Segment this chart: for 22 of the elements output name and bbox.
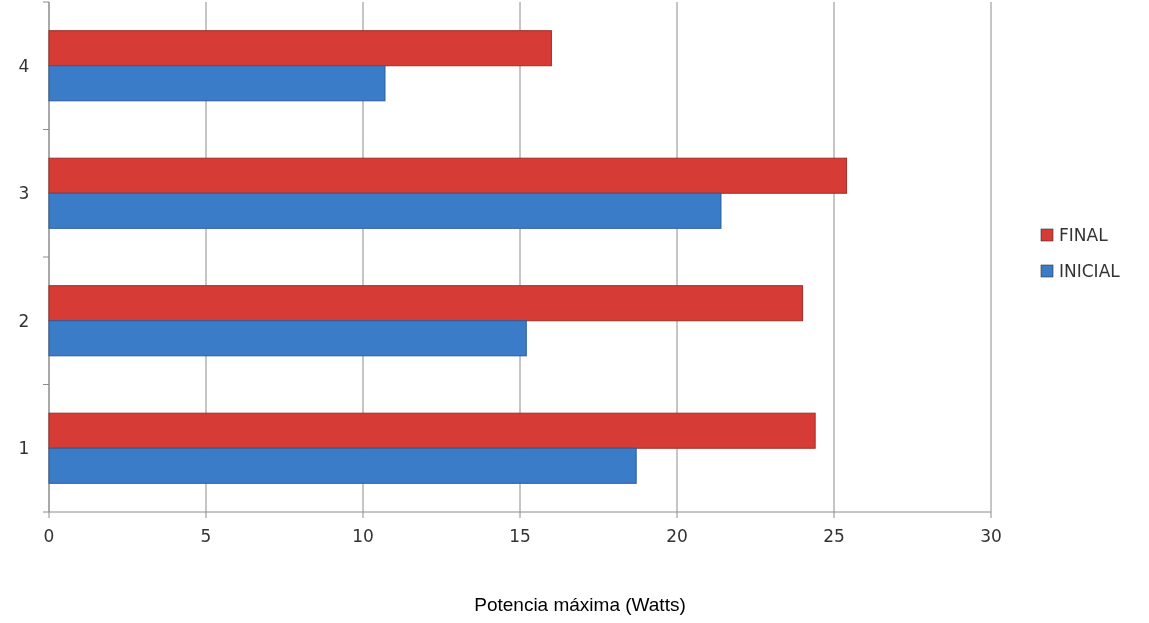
x-tick-label: 20 xyxy=(666,526,688,546)
legend-label: FINAL xyxy=(1059,225,1109,245)
x-tick-label: 25 xyxy=(823,526,845,546)
legend-label: INICIAL xyxy=(1059,261,1121,281)
bar xyxy=(48,447,637,484)
x-tick-label: 15 xyxy=(509,526,531,546)
x-tick-label: 0 xyxy=(43,526,55,546)
bar xyxy=(48,320,527,357)
bar xyxy=(48,157,848,194)
y-tick-label: 2 xyxy=(18,310,30,331)
bar xyxy=(48,30,552,67)
bar xyxy=(48,412,816,449)
x-tick-label: 10 xyxy=(352,526,374,546)
bar xyxy=(48,192,722,229)
x-tick-label: 30 xyxy=(980,526,1002,546)
x-axis-title: Potencia máxima (Watts) xyxy=(474,594,686,615)
bar xyxy=(48,65,386,102)
y-tick-label: 3 xyxy=(18,183,30,204)
y-tick-label: 4 xyxy=(18,55,30,76)
y-tick-label: 1 xyxy=(18,438,30,459)
x-tick-label: 5 xyxy=(200,526,212,546)
bar xyxy=(48,285,804,322)
